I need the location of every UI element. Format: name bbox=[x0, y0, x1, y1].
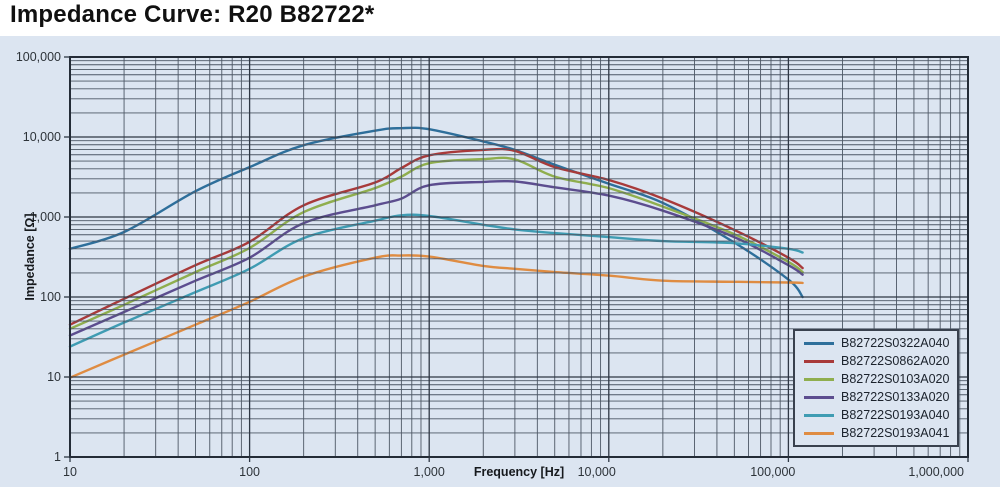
legend-label: B82722S0133A020 bbox=[841, 390, 950, 404]
curves bbox=[68, 126, 804, 379]
legend-item: B82722S0193A040 bbox=[804, 406, 957, 424]
legend-item: B82722S0133A020 bbox=[804, 388, 957, 406]
x-tick-label: 10,000 bbox=[578, 465, 616, 479]
curve-B82722S0193A040 bbox=[68, 213, 804, 348]
y-tick-label: 1 bbox=[54, 450, 61, 464]
y-tick-label: 1,000 bbox=[30, 210, 61, 224]
legend-line-swatch bbox=[804, 377, 834, 381]
x-tick-label: 100 bbox=[239, 465, 260, 479]
legend-label: B82722S0862A020 bbox=[841, 354, 950, 368]
legend-line-swatch bbox=[804, 341, 834, 345]
legend-label: B82722S0322A040 bbox=[841, 336, 950, 350]
y-tick-label: 10 bbox=[47, 370, 61, 384]
chart-title: Impedance Curve: R20 B82722* bbox=[10, 1, 375, 28]
legend-item: B82722S0862A020 bbox=[804, 352, 957, 370]
legend-label: B82722S0103A020 bbox=[841, 372, 950, 386]
legend-line-swatch bbox=[804, 359, 834, 363]
x-axis-label: Frequency [Hz] bbox=[474, 465, 564, 479]
legend-label: B82722S0193A041 bbox=[841, 426, 950, 440]
legend-label: B82722S0193A040 bbox=[841, 408, 950, 422]
x-tick-label: 1,000 bbox=[414, 465, 445, 479]
y-axis-label: Impedance [Ω] bbox=[23, 213, 37, 300]
y-tick-label: 10,000 bbox=[23, 130, 61, 144]
tick-labels: 10 100 1,000 10,000 100,000 1,000,0001101001,… bbox=[16, 50, 964, 479]
legend-line-swatch bbox=[804, 413, 834, 417]
y-tick-label: 100 bbox=[40, 290, 61, 304]
grid-minor-lines bbox=[70, 57, 968, 457]
x-tick-label: 10 bbox=[63, 465, 77, 479]
legend-item: B82722S0322A040 bbox=[804, 334, 957, 352]
x-tick-label: 100,000 bbox=[750, 465, 795, 479]
legend-line-swatch bbox=[804, 395, 834, 399]
legend-item: B82722S0103A020 bbox=[804, 370, 957, 388]
x-tick-label: 1,000,000 bbox=[908, 465, 964, 479]
chart-legend: B82722S0322A040 B82722S0862A020 B82722S010… bbox=[793, 329, 959, 447]
tick-marks bbox=[64, 56, 969, 462]
y-tick-label: 100,000 bbox=[16, 50, 61, 64]
legend-line-swatch bbox=[804, 431, 834, 435]
legend-item: B82722S0193A041 bbox=[804, 424, 957, 442]
plot-border bbox=[69, 56, 969, 458]
